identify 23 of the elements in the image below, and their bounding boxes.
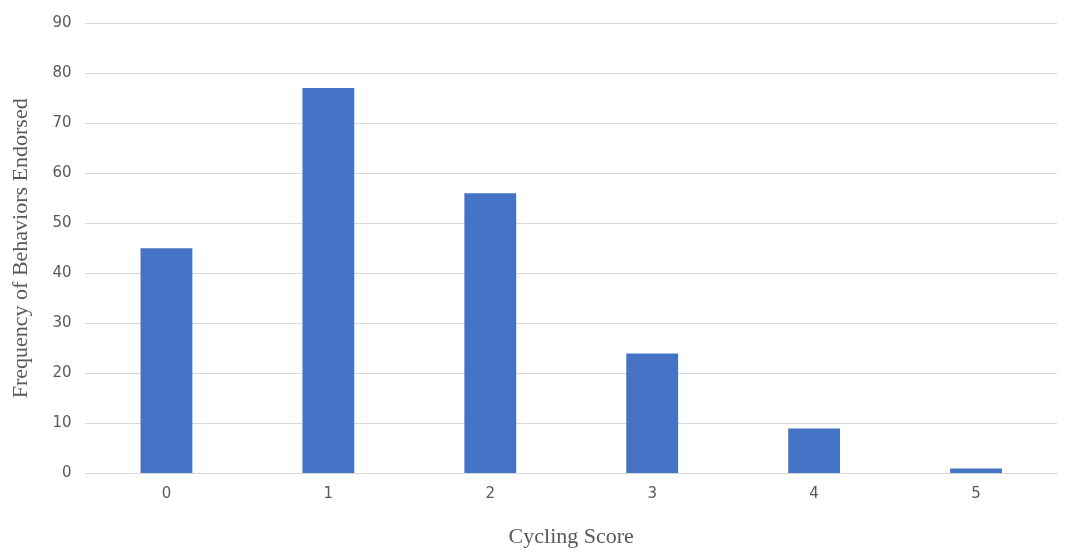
x-tick-label: 4 [809, 484, 819, 503]
y-tick-label: 10 [52, 413, 72, 432]
y-tick-label: 90 [52, 12, 72, 31]
y-axis-title: Frequency of Behaviors Endorsed [6, 98, 32, 399]
x-tick-label: 1 [323, 484, 334, 503]
bar [788, 428, 841, 474]
bar [302, 88, 355, 474]
y-tick-label: 40 [52, 263, 72, 282]
bar [464, 193, 517, 474]
y-tick-label: 50 [52, 213, 72, 232]
x-tick-label: 0 [161, 484, 172, 503]
x-tick-label: 3 [647, 484, 657, 503]
x-tick-label: 5 [971, 484, 981, 503]
y-tick-label: 60 [52, 163, 72, 182]
y-tick-label: 0 [61, 463, 72, 482]
x-axis-title: Cycling Score [508, 522, 634, 548]
bar [626, 353, 679, 474]
y-tick-label: 30 [52, 313, 72, 332]
y-tick-label: 70 [52, 113, 72, 132]
x-tick-label: 2 [485, 484, 496, 503]
y-tick-label: 20 [52, 363, 72, 382]
y-tick-label: 80 [52, 62, 72, 81]
bar [140, 248, 193, 474]
